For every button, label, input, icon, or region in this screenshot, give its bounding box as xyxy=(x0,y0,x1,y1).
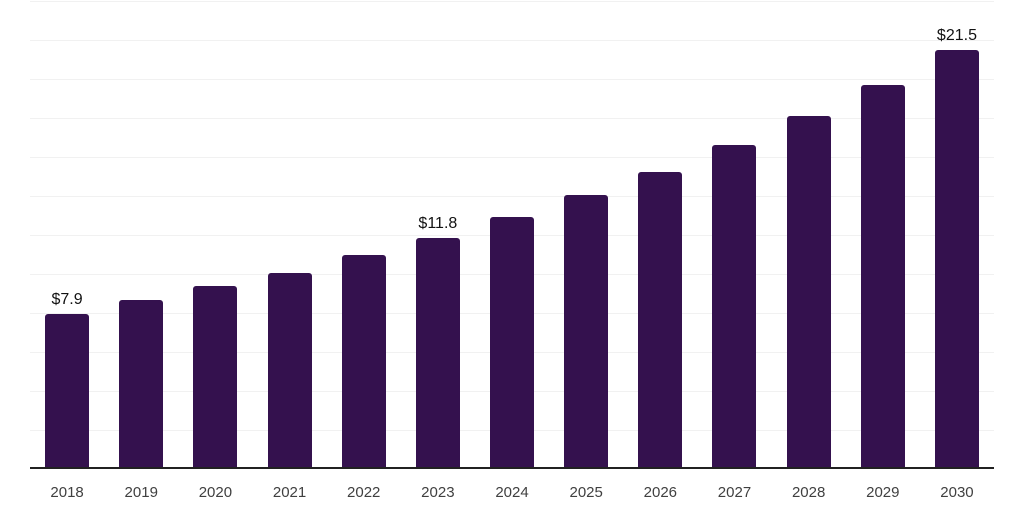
bar-2027 xyxy=(712,144,757,467)
bar-slot-2025 xyxy=(549,1,623,467)
bar-2026 xyxy=(638,171,683,467)
bar-2029 xyxy=(860,84,905,467)
bar-slot-2026 xyxy=(623,1,697,467)
x-tick-label-2029: 2029 xyxy=(866,484,900,501)
x-tick-label-2018: 2018 xyxy=(50,484,84,501)
bar-value-label-2023: $11.8 xyxy=(418,214,458,232)
bar-2024 xyxy=(490,216,535,467)
x-tick-label-2027: 2027 xyxy=(717,484,752,501)
bar-2030: $21.5 xyxy=(934,27,979,467)
bar-2022 xyxy=(341,255,386,467)
bar-slot-2027 xyxy=(697,1,771,467)
plot-area: $7.9 $11.8 $21.5 xyxy=(30,1,994,469)
x-tick-label-2022: 2022 xyxy=(347,484,381,501)
bar-2018: $7.9 xyxy=(45,291,90,467)
bar-slot-2028 xyxy=(772,1,846,467)
bar-2023: $11.8 xyxy=(415,215,460,467)
x-tick-label-2026: 2026 xyxy=(643,484,678,501)
bar-2025 xyxy=(564,195,609,467)
x-tick-label-2020: 2020 xyxy=(198,484,233,501)
bar-value-label-2030: $21.5 xyxy=(936,26,977,44)
x-tick-label-2030: 2030 xyxy=(940,484,974,501)
bar-2021 xyxy=(267,272,312,467)
x-tick-label-2023: 2023 xyxy=(421,484,455,501)
bar-slot-2029 xyxy=(846,1,920,467)
bars-container: $7.9 $11.8 $21.5 xyxy=(30,1,994,467)
bar-slot-2024 xyxy=(475,1,549,467)
x-tick-label-2028: 2028 xyxy=(791,484,826,501)
bar-2019 xyxy=(119,300,164,467)
bar-value-label-2018: $7.9 xyxy=(51,290,83,308)
x-tick-label-2024: 2024 xyxy=(495,484,529,501)
bar-2020 xyxy=(193,286,238,467)
bar-slot-2021 xyxy=(252,1,326,467)
bar-2028 xyxy=(786,115,831,467)
bar-slot-2022 xyxy=(327,1,401,467)
x-axis: 2018 2019 2020 2021 2022 2023 2024 2025 2026 2027… xyxy=(30,484,994,501)
x-tick-label-2025: 2025 xyxy=(569,484,603,501)
bar-slot-2023: $11.8 xyxy=(401,1,475,467)
bar-slot-2019 xyxy=(104,1,178,467)
x-tick-label-2021: 2021 xyxy=(272,484,307,501)
bar-slot-2020 xyxy=(178,1,252,467)
x-tick-label-2019: 2019 xyxy=(124,484,158,501)
bar-slot-2030: $21.5 xyxy=(920,1,994,467)
bar-slot-2018: $7.9 xyxy=(30,1,104,467)
